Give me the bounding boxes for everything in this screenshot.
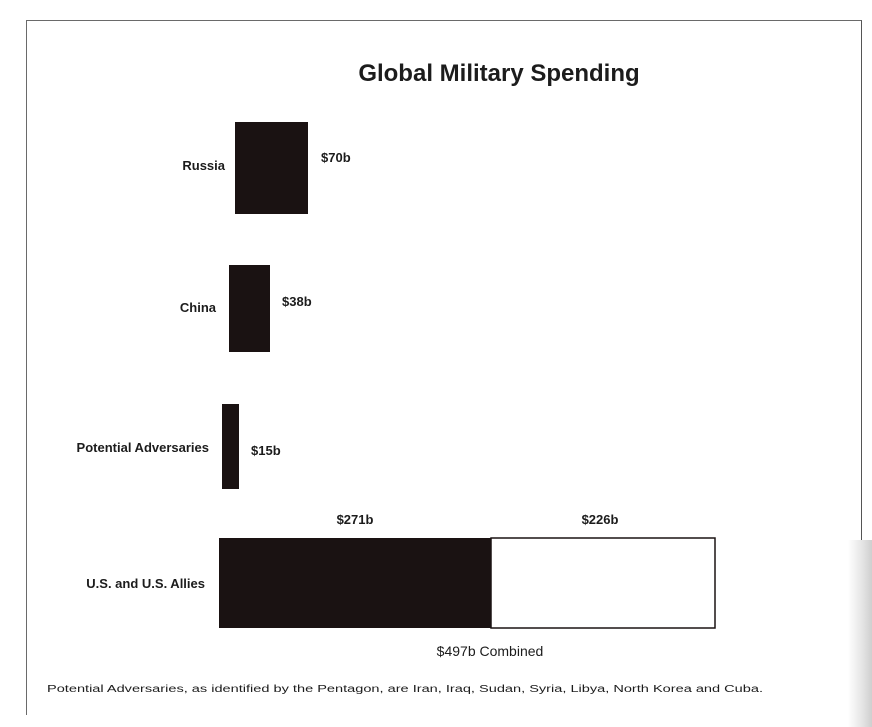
page-border (26, 20, 862, 715)
value-label-us: $271b (337, 512, 374, 527)
bar-us-allies (490, 537, 716, 629)
category-label-potential-adversaries: Potential Adversaries (77, 440, 209, 455)
bar-potential-adversaries (222, 404, 239, 489)
page-edge-shadow (848, 540, 872, 727)
value-label-russia: $70b (321, 150, 351, 165)
bar-russia (235, 122, 308, 214)
bar-us (219, 538, 491, 628)
bar-china (229, 265, 270, 352)
value-label-us-allies: $226b (582, 512, 619, 527)
value-label-china: $38b (282, 294, 312, 309)
value-label-potential-adversaries: $15b (251, 443, 281, 458)
combined-total-label: $497b Combined (437, 643, 544, 659)
category-label-russia: Russia (182, 158, 225, 173)
category-label-us-and-allies: U.S. and U.S. Allies (86, 576, 205, 591)
category-label-china: China (180, 300, 217, 315)
footnote: Potential Adversaries, as identified by … (47, 684, 763, 695)
chart-title: Global Military Spending (358, 60, 639, 87)
